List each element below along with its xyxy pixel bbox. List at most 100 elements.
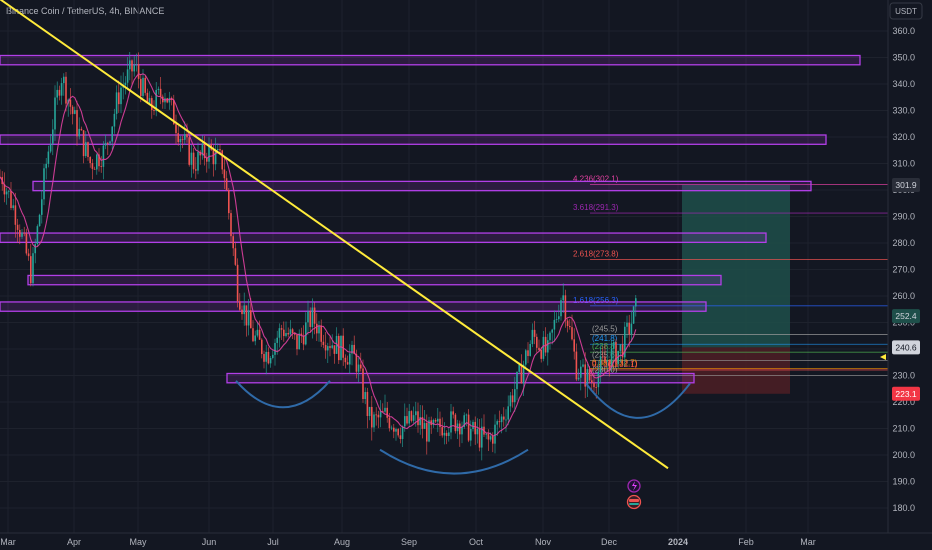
candle-body	[439, 418, 441, 428]
resistance-zone[interactable]	[0, 134, 827, 145]
candle-body	[214, 149, 217, 165]
candle-body	[30, 256, 32, 284]
candle-body	[49, 143, 52, 152]
price-label: 223.1	[895, 389, 917, 399]
descending-trendline[interactable]	[0, 0, 669, 470]
candle-body	[263, 354, 265, 362]
candle-body	[588, 369, 591, 381]
candle-body	[25, 233, 28, 254]
candle-body	[608, 360, 611, 369]
candle-body	[335, 335, 338, 354]
time-tick: Sep	[401, 537, 417, 547]
candle-body	[175, 124, 177, 134]
candle-body	[36, 226, 39, 245]
candle-body	[470, 428, 472, 441]
candle-body	[564, 295, 567, 321]
cup-arc[interactable]	[379, 448, 529, 475]
candle-body	[153, 110, 155, 112]
candle-body	[379, 411, 382, 418]
candle-body	[56, 89, 58, 98]
price-label: 240.6	[895, 342, 917, 352]
candle-body	[619, 344, 622, 351]
candle-body	[536, 336, 538, 348]
earnings-bar-icon	[629, 503, 639, 505]
candle-body	[140, 78, 142, 96]
candle-body	[221, 150, 223, 170]
cup-arc[interactable]	[235, 380, 331, 409]
fib-label: (245.5)	[592, 324, 618, 333]
candle-body	[54, 97, 56, 130]
candle-body	[109, 141, 111, 144]
candle-body	[85, 142, 87, 157]
candle-body	[69, 99, 72, 107]
candle-body	[219, 149, 221, 151]
resistance-zone[interactable]	[32, 180, 812, 192]
candle-body	[43, 168, 45, 200]
candle-body	[269, 357, 272, 364]
candle-body	[514, 389, 516, 403]
candle-body	[624, 326, 626, 358]
candle-body	[120, 87, 122, 105]
candle-body	[434, 419, 437, 422]
candle-body	[459, 423, 461, 435]
candle-body	[553, 319, 556, 330]
candle-body	[151, 98, 153, 111]
candle-body	[476, 428, 479, 435]
candle-body	[16, 224, 19, 230]
candle-body	[575, 351, 578, 380]
candle-body	[617, 350, 619, 365]
candle-body	[60, 83, 63, 96]
resistance-zone[interactable]	[226, 372, 695, 384]
resistance-zone[interactable]	[27, 274, 722, 286]
candle-body	[89, 157, 91, 164]
lightning-glyph-icon	[632, 481, 637, 491]
candle-body	[267, 351, 270, 364]
candle-body	[591, 380, 593, 383]
candle-body	[76, 110, 78, 137]
candle-body	[223, 169, 226, 179]
candle-body	[19, 229, 21, 237]
resistance-zone[interactable]	[0, 301, 707, 312]
candle-body	[102, 145, 105, 167]
target-zone	[682, 184, 790, 348]
price-tick: 320.0	[892, 132, 915, 142]
candle-body	[63, 76, 65, 84]
candle-body	[247, 310, 250, 326]
candle-body	[443, 432, 446, 436]
candle-body	[179, 138, 182, 143]
candle-body	[245, 305, 248, 326]
candle-body	[472, 421, 474, 429]
candle-body	[542, 336, 545, 359]
currency-badge[interactable]	[889, 2, 923, 20]
candle-body	[32, 253, 34, 284]
cup-arc[interactable]	[585, 382, 691, 419]
candle-body	[538, 347, 540, 351]
candle-body	[604, 356, 606, 362]
candle-body	[287, 333, 289, 335]
candle-body	[294, 333, 296, 335]
candle-body	[65, 76, 67, 104]
candle-body	[14, 205, 17, 225]
candle-body	[516, 371, 518, 390]
candle-body	[602, 356, 604, 358]
candle-body	[195, 169, 197, 171]
candle-body	[461, 426, 463, 435]
candle-body	[225, 178, 228, 191]
candle-body	[291, 329, 294, 334]
candle-body	[21, 232, 23, 237]
candle-body	[450, 411, 452, 433]
candle-body	[52, 129, 54, 144]
candle-body	[8, 190, 10, 192]
time-tick: Oct	[469, 537, 484, 547]
candle-body	[580, 366, 582, 378]
price-tick: 310.0	[892, 159, 915, 169]
candle-body	[190, 152, 193, 165]
resistance-zone[interactable]	[0, 54, 861, 66]
resistance-zone[interactable]	[0, 232, 767, 244]
candle-body	[527, 350, 529, 356]
candle-body	[148, 98, 151, 104]
candle-body	[333, 345, 336, 354]
candle-body	[285, 333, 287, 337]
candle-body	[375, 414, 377, 416]
